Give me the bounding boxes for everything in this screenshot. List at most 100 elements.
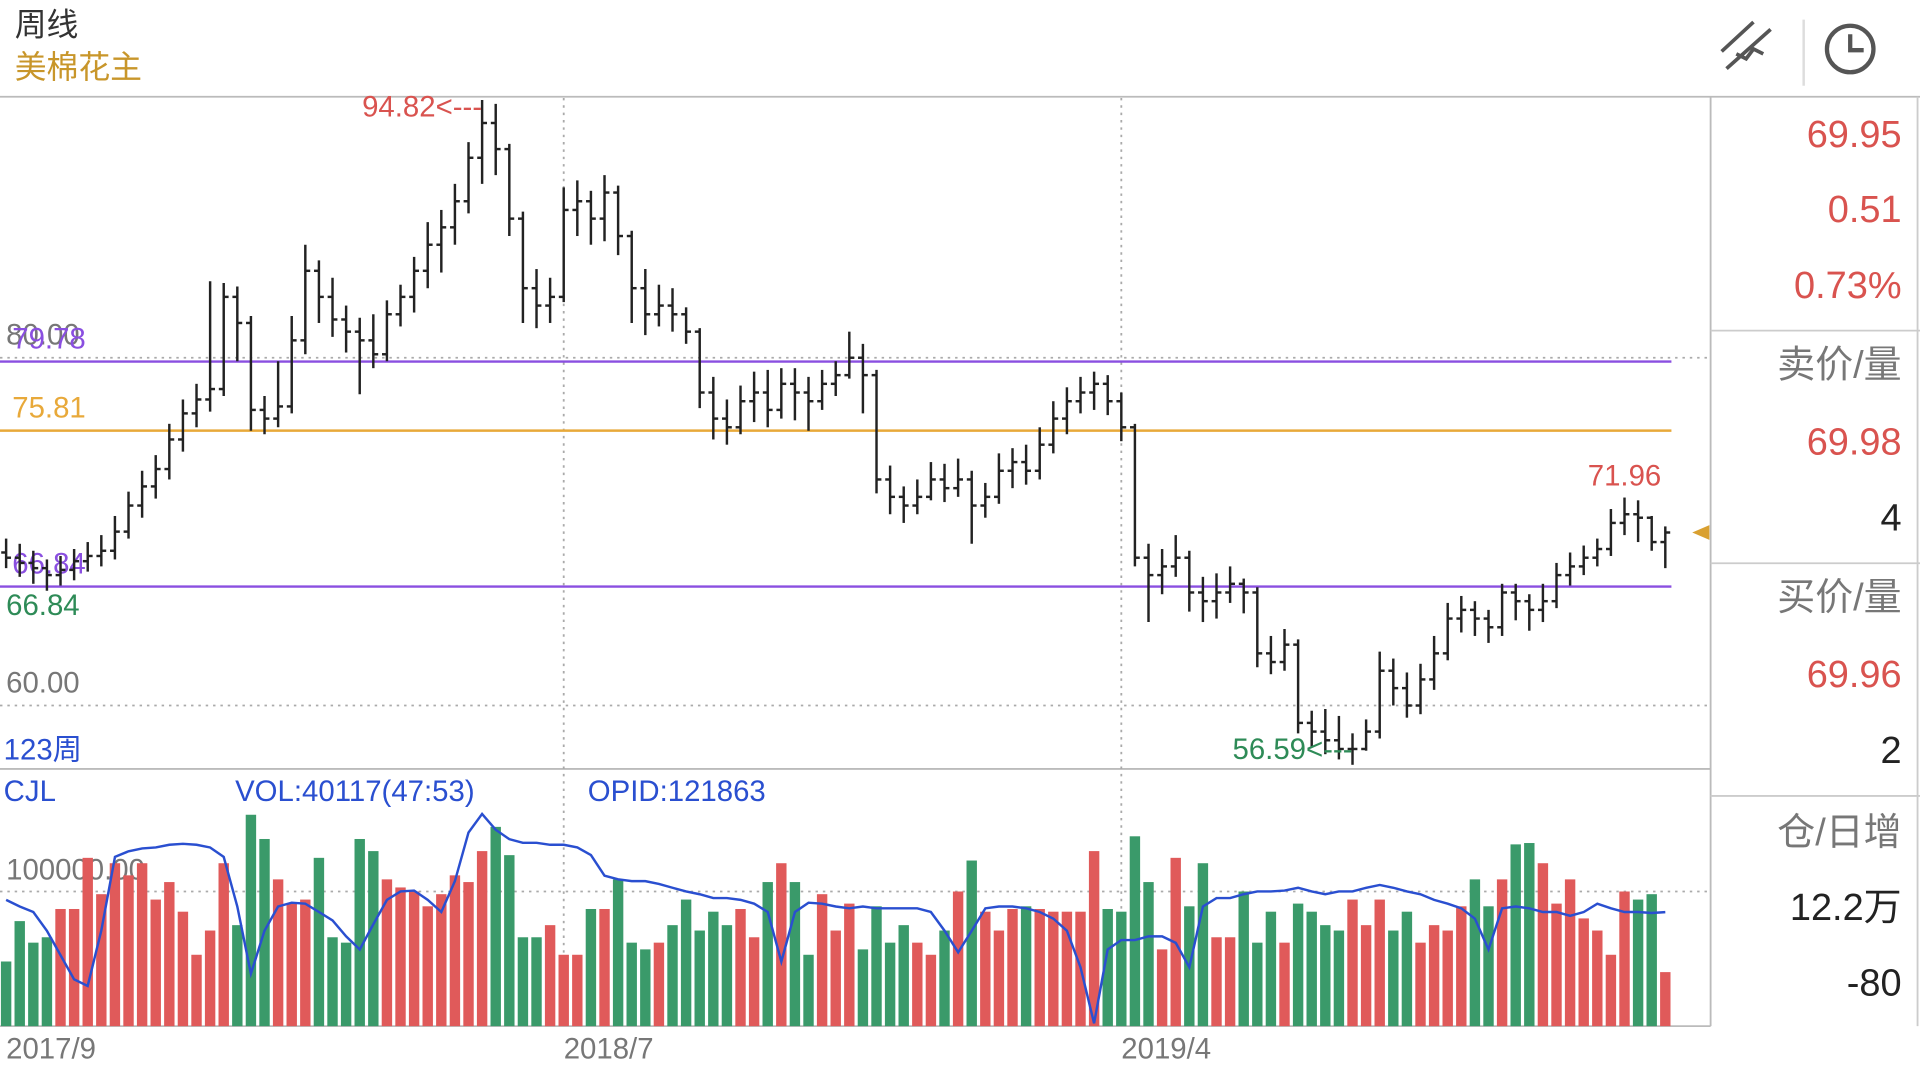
volume-bar [816, 894, 828, 1027]
bid-price: 69.96 [1807, 654, 1902, 696]
volume-bar [1007, 908, 1018, 1027]
y-tick-label: 60.00 [6, 666, 80, 699]
volume-bar [748, 937, 760, 1027]
volume-bar [1224, 937, 1236, 1027]
volume-bar [96, 894, 107, 1027]
volume-bar [1537, 863, 1549, 1027]
volume-bar [1496, 879, 1508, 1027]
volume-bar [857, 949, 869, 1027]
time-icon[interactable] [1824, 23, 1876, 75]
volume-bar [286, 903, 297, 1027]
volume-bar [1333, 930, 1345, 1027]
volume-bar [82, 857, 93, 1027]
volume-bar [1020, 906, 1032, 1027]
volume-bar [884, 942, 896, 1027]
volume-bar [572, 954, 583, 1027]
draw-icon [1720, 20, 1772, 70]
volume-name: CJL [4, 775, 56, 808]
x-tick-label: 2019/4 [1121, 1032, 1211, 1065]
volume-bar [1619, 891, 1630, 1027]
open-interest-line [5, 811, 1666, 1024]
volume-bar [1442, 930, 1453, 1027]
volume-bar [218, 863, 229, 1027]
volume-bar [1306, 911, 1317, 1027]
volume-bar [449, 875, 461, 1027]
price-change-pct: 0.73% [1794, 265, 1902, 307]
level-label: 66.84 [6, 589, 80, 622]
clock-face [1824, 23, 1876, 75]
volume-bar [0, 961, 12, 1027]
volume-bar [1388, 930, 1399, 1027]
volume-bar [436, 894, 447, 1027]
quote-panel: 69.95 0.51 0.73% 卖价/量 69.98 4 买价/量 69.96… [1777, 114, 1901, 1005]
volume-bar [1646, 894, 1657, 1027]
volume-bar [1034, 908, 1045, 1027]
volume-bar [1469, 879, 1481, 1027]
ask-size: 4 [1881, 497, 1902, 539]
volume-bar [626, 942, 637, 1027]
volume-bar [504, 855, 515, 1027]
open-interest: 12.2万 [1790, 887, 1902, 929]
high-marker: 94.82<--- [362, 90, 482, 123]
volume-bar [68, 908, 80, 1027]
volume-bar [232, 925, 243, 1027]
level-label: 75.81 [12, 392, 86, 425]
volume-bar [1483, 906, 1494, 1027]
volume-bar [1605, 954, 1617, 1027]
volume-bar [721, 925, 733, 1027]
drawing-tool-icon[interactable] [1720, 20, 1772, 70]
volume-bar [422, 906, 433, 1027]
clock-hands [1848, 34, 1864, 53]
volume-bar [272, 879, 284, 1027]
volume-bar [368, 851, 379, 1027]
volume-bar [164, 882, 175, 1027]
volume-bar [517, 937, 529, 1027]
volume-bar [1211, 937, 1222, 1027]
volume-bar [300, 899, 311, 1027]
volume-bar [776, 863, 787, 1027]
volume-bar [14, 921, 25, 1027]
volume-bar [1320, 925, 1331, 1027]
volume-bar [1456, 906, 1467, 1027]
volume-bar [1415, 942, 1426, 1027]
volume-bar [408, 891, 420, 1027]
volume-bar [1551, 903, 1562, 1027]
volume-bar [762, 882, 773, 1027]
volume-bar [871, 906, 882, 1027]
volume-bar [558, 954, 569, 1027]
volume-bar [912, 942, 923, 1027]
volume-bar [844, 903, 855, 1027]
low-marker: 56.59<--- [1232, 733, 1352, 766]
volume-bar [1632, 899, 1644, 1027]
volume-bar [1143, 882, 1154, 1027]
volume-bar [463, 882, 474, 1027]
volume-bar [1197, 863, 1209, 1027]
bid-size: 2 [1881, 730, 1902, 772]
volume-bar [1116, 911, 1127, 1027]
volume-bar [1238, 891, 1249, 1027]
volume-bar [109, 863, 121, 1027]
volume-bar [952, 891, 964, 1027]
oi-legend: OPID:121863 [588, 775, 766, 808]
volume-bar [1564, 879, 1576, 1027]
volume-bar [340, 942, 352, 1027]
level-label: 79.78 [12, 323, 86, 356]
volume-bar [939, 930, 950, 1027]
bid-label: 买价/量 [1777, 577, 1901, 619]
volume-bar [925, 954, 937, 1027]
volume-bar [1156, 949, 1168, 1027]
ask-label: 卖价/量 [1777, 344, 1901, 386]
volume-bar [1292, 903, 1304, 1027]
volume-bar [708, 911, 719, 1027]
last-price: 69.95 [1807, 114, 1902, 156]
price-change: 0.51 [1828, 189, 1902, 231]
volume-bar [1347, 899, 1358, 1027]
volume-bar [245, 814, 257, 1027]
oi-label: 仓/日增 [1777, 812, 1901, 854]
volume-bar [1061, 911, 1073, 1027]
volume-bar [354, 838, 365, 1027]
volume-bar [136, 863, 148, 1027]
volume-bar [1102, 908, 1113, 1027]
volume-bar [1428, 925, 1440, 1027]
